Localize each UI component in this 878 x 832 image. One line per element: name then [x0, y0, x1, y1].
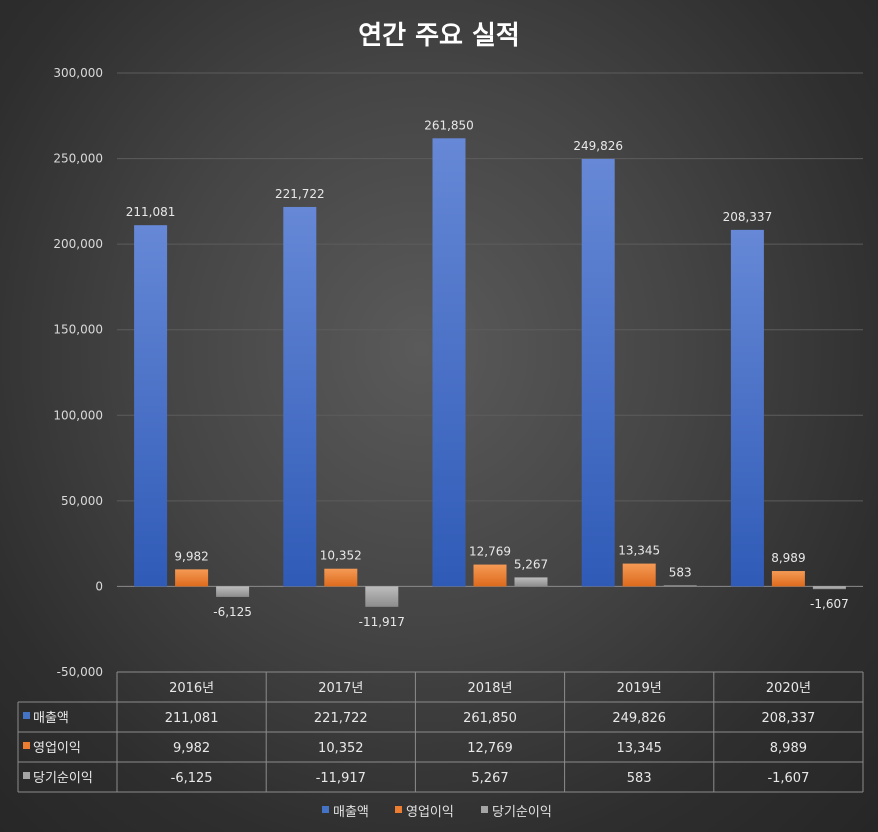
table-legend-key: [23, 772, 30, 779]
data-label: 9,982: [174, 549, 208, 563]
bar-sales: [283, 206, 317, 587]
legend-key: [322, 806, 329, 813]
legend-label: 영업이익: [406, 805, 454, 820]
y-tick-label: 200,000: [53, 237, 103, 251]
data-label: 211,081: [126, 205, 176, 219]
bar-net-income: [663, 585, 697, 587]
table-cell: 261,850: [463, 711, 517, 726]
y-tick-label: 0: [95, 579, 103, 593]
table-cell: -6,125: [171, 771, 213, 786]
table-cell: 211,081: [165, 711, 219, 726]
table-cell: 208,337: [762, 711, 816, 726]
bar-net-income: [514, 577, 548, 587]
bar-operating-profit: [473, 564, 507, 587]
table-legend-key: [23, 742, 30, 749]
table-cell: 13,345: [616, 741, 662, 756]
data-label: 249,826: [573, 139, 623, 153]
data-label: 8,989: [771, 551, 805, 565]
data-label: -6,125: [213, 605, 252, 619]
bars: [134, 138, 846, 607]
y-tick-label: -50,000: [57, 665, 103, 679]
data-label: 583: [669, 565, 692, 579]
table-cell: -1,607: [767, 771, 809, 786]
table-cell: 5,267: [471, 771, 508, 786]
y-tick-label: 100,000: [53, 408, 103, 422]
table-header-cell: 2019년: [617, 681, 662, 696]
table-cell: 9,982: [173, 741, 210, 756]
table-row-label: 매출액: [33, 711, 69, 726]
data-label: -1,607: [810, 597, 849, 611]
y-tick-label: 250,000: [53, 152, 103, 166]
gridlines: [117, 72, 863, 587]
data-labels: 211,081 9,982 -6,125 221,722 10,352 -11,917 26…: [126, 118, 849, 629]
table-header-cell: 2017년: [318, 681, 363, 696]
bar-sales: [432, 138, 466, 587]
bar-sales: [581, 158, 615, 587]
data-label: 10,352: [320, 549, 362, 563]
chart-title: 연간 주요 실적: [358, 21, 520, 51]
bar-operating-profit: [771, 571, 805, 587]
table-header-cell: 2018년: [467, 681, 512, 696]
bar-sales: [730, 229, 764, 587]
y-tick-label: 150,000: [53, 323, 103, 337]
table-cell: 221,722: [314, 711, 368, 726]
legend-label: 매출액: [333, 805, 369, 820]
bar-operating-profit: [324, 568, 358, 587]
data-label: 261,850: [424, 118, 474, 132]
bar-operating-profit: [175, 569, 209, 587]
bar-operating-profit: [622, 563, 656, 587]
table-cell: 8,989: [770, 741, 807, 756]
legend-label: 당기순이익: [492, 805, 552, 820]
legend-key: [481, 806, 488, 813]
legend-key: [395, 806, 402, 813]
data-label: 5,267: [514, 557, 548, 571]
table-cell: 249,826: [612, 711, 666, 726]
bar-net-income: [812, 586, 846, 590]
data-label: 221,722: [275, 187, 325, 201]
y-tick-label: 50,000: [61, 494, 103, 508]
y-tick-label: 300,000: [53, 66, 103, 80]
table-cell: 12,769: [467, 741, 513, 756]
data-label: -11,917: [359, 615, 405, 629]
table-row-label: 영업이익: [33, 741, 81, 756]
table-header-cell: 2020년: [766, 681, 811, 696]
bar-net-income: [365, 586, 399, 607]
table-cell: 583: [627, 771, 652, 786]
data-label: 12,769: [469, 545, 511, 559]
data-label: 208,337: [723, 210, 773, 224]
y-axis: -50,000 0 50,000 100,000 150,000 200,000 250,0…: [53, 66, 103, 679]
legend: 매출액 영업이익 당기순이익: [322, 805, 552, 820]
data-label: 13,345: [618, 544, 660, 558]
bar-sales: [134, 225, 168, 587]
bar-net-income: [216, 586, 250, 597]
table-legend-key: [23, 712, 30, 719]
table-cell: 10,352: [318, 741, 364, 756]
table-header-cell: 2016년: [169, 681, 214, 696]
table-row-label: 당기순이익: [33, 771, 93, 786]
table-cell: -11,917: [316, 771, 366, 786]
